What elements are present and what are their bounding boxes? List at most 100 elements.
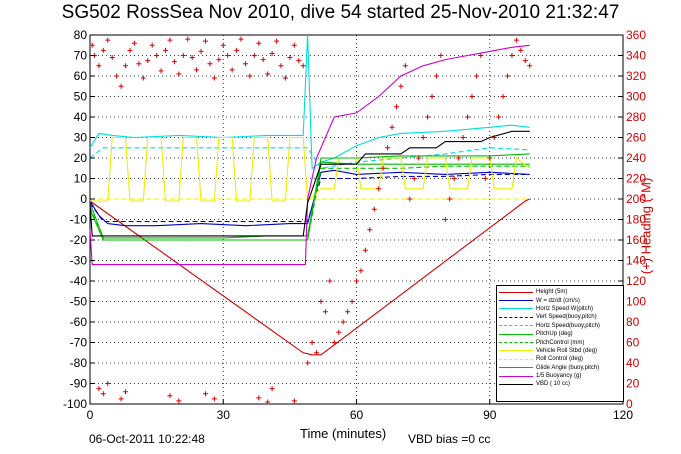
heading-marker (109, 55, 115, 61)
heading-marker (198, 48, 204, 54)
heading-marker (305, 360, 311, 366)
heading-marker (358, 268, 364, 274)
legend-swatch (499, 316, 533, 318)
heading-marker (500, 94, 506, 99)
y-tick-label: -50 (70, 295, 88, 309)
series-line (89, 169, 530, 227)
heading-marker (482, 176, 488, 181)
legend-item: PitchUp (deg) (499, 330, 623, 338)
heading-marker (518, 47, 524, 53)
legend-swatch (499, 342, 533, 344)
heading-marker (398, 83, 404, 89)
y-tick-label: 70 (74, 49, 88, 63)
heading-marker (513, 37, 519, 43)
y-tick-label: -60 (70, 315, 88, 329)
heading-marker (140, 75, 146, 81)
heading-marker (411, 176, 417, 181)
heading-marker (194, 67, 200, 73)
heading-marker (456, 155, 462, 161)
heading-marker (105, 37, 111, 43)
x-tick-label: 0 (87, 408, 94, 422)
heading-marker (336, 329, 342, 335)
series-line (89, 173, 530, 223)
series-line (90, 136, 531, 203)
right-tick-label: 0 (626, 397, 633, 411)
x-tick-label: 120 (613, 408, 633, 422)
x-tick-label: 90 (483, 408, 497, 422)
heading-marker (256, 40, 262, 46)
legend-item: Vert Speed(buoy,pitch) (499, 313, 623, 321)
heading-marker (163, 47, 169, 53)
heading-marker (100, 391, 106, 397)
heading-marker (509, 53, 515, 58)
heading-marker (425, 114, 431, 120)
legend-item: PitchControl (mm) (499, 338, 623, 346)
heading-marker (211, 396, 217, 402)
legend-label: PitchUp (deg) (536, 331, 573, 338)
heading-marker (265, 399, 271, 405)
right-tick-label: 80 (626, 315, 640, 329)
legend-item: Vehicle Roll Stbd (deg) (499, 347, 623, 355)
heading-marker (269, 50, 275, 56)
heading-marker (158, 68, 164, 74)
right-tick-label: 160 (626, 233, 646, 247)
heading-marker (265, 71, 271, 77)
heading-marker (442, 217, 448, 222)
heading-marker (123, 389, 129, 395)
vbd-bias-footer: VBD bias =0 cc (408, 432, 491, 446)
heading-marker (96, 386, 102, 392)
heading-marker (202, 38, 208, 44)
legend-label: Glide Angle (buoy,pitch) (536, 364, 600, 371)
right-tick-label: 280 (626, 110, 646, 124)
y-tick-label: -70 (70, 336, 88, 350)
right-tick-label: 200 (626, 192, 646, 206)
legend-item: 1/5 Buoyancy (g) (499, 372, 623, 380)
series-lines (89, 34, 531, 356)
heading-marker (220, 42, 226, 48)
legend-item: Glide Angle (buoy,pitch) (499, 364, 623, 372)
y-tick-label: 80 (74, 28, 88, 42)
heading-marker (274, 38, 280, 44)
heading-marker (345, 309, 351, 315)
heading-marker (247, 73, 253, 79)
heading-marker (385, 145, 391, 151)
heading-marker (167, 37, 173, 43)
heading-marker (380, 165, 386, 171)
legend-swatch (499, 308, 533, 310)
heading-marker (225, 53, 231, 58)
legend-label: Height (5m) (536, 289, 568, 296)
heading-marker (496, 114, 502, 120)
y-tick-label: -20 (70, 233, 88, 247)
right-tick-label: 320 (626, 69, 646, 83)
heading-marker (238, 36, 244, 42)
heading-marker (185, 36, 191, 42)
legend-swatch (499, 333, 533, 335)
heading-marker (100, 47, 106, 53)
legend-label: Horiz Speed W(pitch) (536, 305, 594, 312)
right-tick-label: 240 (626, 151, 646, 165)
right-tick-label: 360 (626, 28, 646, 42)
heading-marker (256, 395, 262, 401)
legend-swatch (499, 367, 533, 369)
legend-label: Roll Control (deg) (536, 356, 584, 363)
heading-marker (96, 63, 102, 69)
y-tick-label: 60 (74, 69, 88, 83)
heading-marker (89, 42, 95, 48)
y-tick-label: 50 (74, 90, 88, 104)
right-tick-label: 100 (626, 295, 646, 309)
right-tick-label: 60 (626, 336, 640, 350)
heading-marker (105, 381, 111, 386)
heading-marker (433, 73, 439, 79)
heading-marker (300, 63, 306, 69)
series-line (89, 153, 530, 241)
legend-swatch (499, 300, 533, 302)
heading-marker (487, 155, 493, 161)
heading-marker (136, 61, 142, 67)
series-line (89, 34, 530, 170)
heading-marker (318, 299, 324, 304)
right-tick-label: 220 (626, 172, 646, 186)
heading-marker (362, 247, 368, 253)
heading-marker (491, 135, 497, 140)
heading-marker (393, 104, 399, 110)
